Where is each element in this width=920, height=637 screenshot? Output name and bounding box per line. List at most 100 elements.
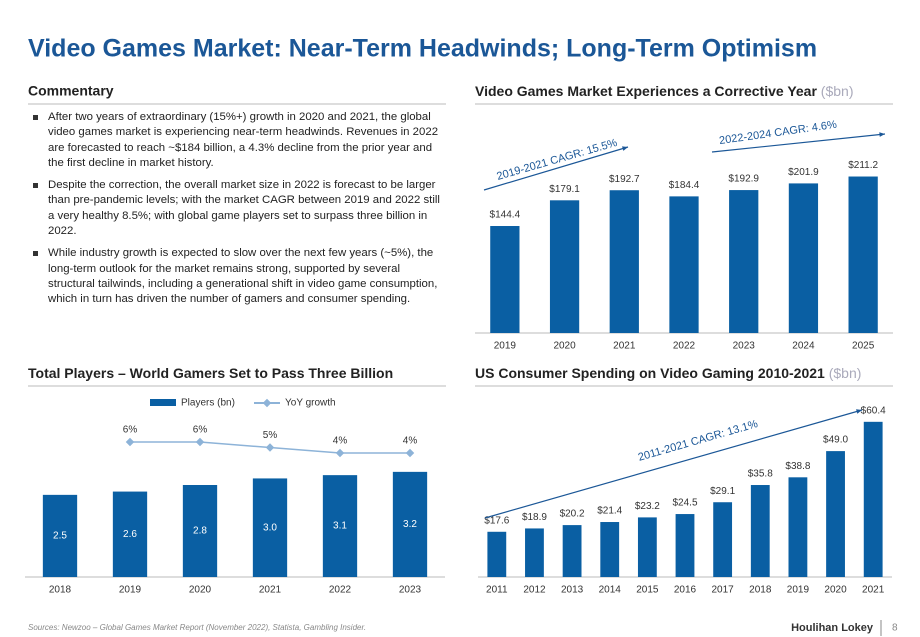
section-heading: Commentary (28, 83, 114, 99)
data-label: $29.1 (710, 486, 735, 497)
data-label: $18.9 (522, 512, 547, 523)
chart-title: Total Players – World Gamers Set to Pass… (28, 365, 393, 381)
x-tick-label: 2013 (561, 585, 584, 596)
bar (713, 502, 733, 577)
data-label: $184.4 (669, 180, 700, 191)
data-label: $179.1 (549, 184, 580, 195)
cagr-arrow (483, 146, 629, 191)
x-tick-label: 2017 (712, 585, 735, 596)
cagr-arrowhead (856, 409, 862, 414)
chart-title-text: Video Games Market Experiences a Correct… (475, 83, 817, 99)
bar (112, 491, 148, 577)
data-label: $144.4 (490, 210, 521, 221)
bar (729, 190, 759, 333)
data-label: $38.8 (785, 461, 810, 472)
cagr-arrow (484, 409, 863, 519)
chart-subtitle: ($bn) (821, 83, 854, 99)
data-label: $21.4 (597, 506, 622, 517)
x-tick-label: 2018 (749, 585, 772, 596)
x-tick-label: 2021 (259, 585, 282, 596)
bar (863, 421, 883, 577)
bar (42, 494, 78, 577)
bar (182, 485, 218, 577)
bar (669, 196, 699, 333)
x-tick-label: 2014 (599, 585, 622, 596)
x-tick-label: 2015 (636, 585, 659, 596)
annotation: 2022-2024 CAGR: 4.6% (718, 119, 837, 147)
x-tick-label: 2021 (613, 341, 636, 352)
data-label: 6% (123, 425, 138, 436)
data-label: $192.7 (609, 174, 640, 185)
bar (788, 183, 819, 333)
bar (848, 176, 878, 333)
line-marker (265, 443, 275, 452)
line-marker (125, 437, 135, 447)
bullet: After two years of extraordinary (15%+) … (30, 110, 448, 171)
data-label: $20.2 (560, 509, 585, 520)
data-label: 2.5 (53, 531, 67, 542)
legend-marker (262, 398, 272, 408)
data-label: $35.8 (748, 469, 773, 480)
bar (600, 522, 620, 577)
bar (490, 226, 520, 333)
bar (562, 525, 582, 577)
data-label: 4% (333, 436, 348, 447)
chart-title: Video Games Market Experiences a Correct… (475, 83, 853, 99)
data-label: 3.1 (333, 521, 347, 532)
line-marker (405, 448, 415, 458)
chart-subtitle: ($bn) (829, 365, 862, 381)
data-label: 4% (403, 436, 418, 447)
x-tick-label: 2016 (674, 585, 697, 596)
line-marker (195, 437, 205, 447)
x-tick-label: 2022 (673, 341, 696, 352)
bar (487, 531, 507, 577)
data-label: 3.0 (263, 522, 277, 533)
data-label: $211.2 (848, 160, 878, 171)
x-tick-label: 2019 (494, 341, 517, 352)
legend-label: YoY growth (285, 398, 336, 409)
bullet: Despite the correction, the overall mark… (30, 178, 448, 239)
data-label: 6% (193, 425, 208, 436)
cagr-arrowhead (622, 146, 628, 151)
logo: Houlihan Lokey (791, 622, 874, 634)
x-tick-label: 2020 (824, 585, 847, 596)
cagr-arrow (711, 133, 886, 153)
bar (637, 517, 657, 577)
data-label: $24.5 (672, 498, 697, 509)
data-label: 5% (263, 430, 278, 441)
x-tick-label: 2020 (553, 341, 576, 352)
legend-label: Players (bn) (181, 398, 235, 409)
page-number: 8 (892, 623, 898, 634)
data-label: $201.9 (788, 167, 819, 178)
data-label: 2.6 (123, 529, 137, 540)
cagr-arrowhead (879, 132, 885, 137)
bar (322, 475, 358, 577)
data-label: $23.2 (635, 501, 660, 512)
bar (826, 451, 845, 577)
x-tick-label: 2011 (486, 585, 508, 596)
line-marker (335, 448, 345, 458)
x-tick-label: 2025 (852, 341, 875, 352)
bar (609, 190, 639, 333)
sources: Sources: Newzoo – Global Games Market Re… (28, 623, 366, 632)
bar (525, 528, 544, 577)
bar (252, 478, 288, 577)
bar (788, 477, 808, 577)
bar (392, 471, 428, 577)
data-label: $49.0 (823, 435, 848, 446)
x-tick-label: 2022 (329, 585, 352, 596)
data-label: 3.2 (403, 519, 417, 530)
x-tick-label: 2020 (189, 585, 212, 596)
bar (675, 514, 695, 577)
x-tick-label: 2019 (119, 585, 142, 596)
annotation: 2019-2021 CAGR: 15.5% (495, 137, 618, 183)
x-tick-label: 2023 (399, 585, 422, 596)
bar (549, 200, 580, 333)
x-tick-label: 2021 (862, 585, 885, 596)
x-tick-label: 2024 (792, 341, 815, 352)
x-tick-label: 2018 (49, 585, 72, 596)
x-tick-label: 2012 (523, 585, 546, 596)
data-label: $60.4 (861, 405, 886, 416)
